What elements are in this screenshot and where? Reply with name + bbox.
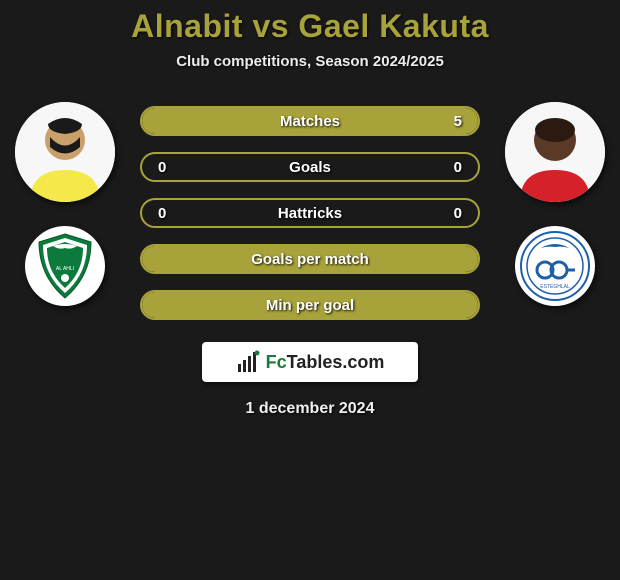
stat-right-value: 5 [454,113,462,130]
bar-chart-icon [236,350,260,374]
player-avatar-left [15,102,115,202]
stat-right-value: 0 [454,205,462,222]
stat-left-value: 0 [158,159,166,176]
stat-label: Goals [289,159,331,176]
person-icon [15,102,115,202]
branding-badge: FcTables.com [202,342,418,382]
stat-right-value: 0 [454,159,462,176]
page-title: Alnabit vs Gael Kakuta [131,8,489,45]
stat-label: Goals per match [251,251,369,268]
stat-bar-goals: 0 Goals 0 [140,152,480,182]
stat-label: Min per goal [266,297,354,314]
svg-text:ESTEGHLAL: ESTEGHLAL [540,284,570,290]
comparison-row: AL AHLI Matches 5 0 Goals 0 0 [0,102,620,320]
left-player-column: AL AHLI [10,102,120,306]
stats-column: Matches 5 0 Goals 0 0 Hattricks 0 Goals … [140,106,480,320]
branding-prefix: Fc [266,352,287,372]
club-badge-right: ESTEGHLAL [515,226,595,306]
player-avatar-right [505,102,605,202]
stat-bar-matches: Matches 5 [140,106,480,136]
shield-icon: AL AHLI [29,230,101,302]
stat-label: Matches [280,113,340,130]
svg-text:AL AHLI: AL AHLI [56,266,74,272]
club-badge-left: AL AHLI [25,226,105,306]
stat-bar-hattricks: 0 Hattricks 0 [140,198,480,228]
footer-date: 1 december 2024 [246,400,375,418]
right-player-column: ESTEGHLAL [500,102,610,306]
branding-suffix: Tables.com [287,352,385,372]
stat-bar-goals-per-match: Goals per match [140,244,480,274]
branding-text: FcTables.com [266,352,385,373]
club-icon: ESTEGHLAL [519,230,591,302]
page-subtitle: Club competitions, Season 2024/2025 [176,53,444,70]
person-icon [505,102,605,202]
infographic-root: Alnabit vs Gael Kakuta Club competitions… [0,0,620,580]
stat-bar-min-per-goal: Min per goal [140,290,480,320]
stat-label: Hattricks [278,205,342,222]
stat-left-value: 0 [158,205,166,222]
